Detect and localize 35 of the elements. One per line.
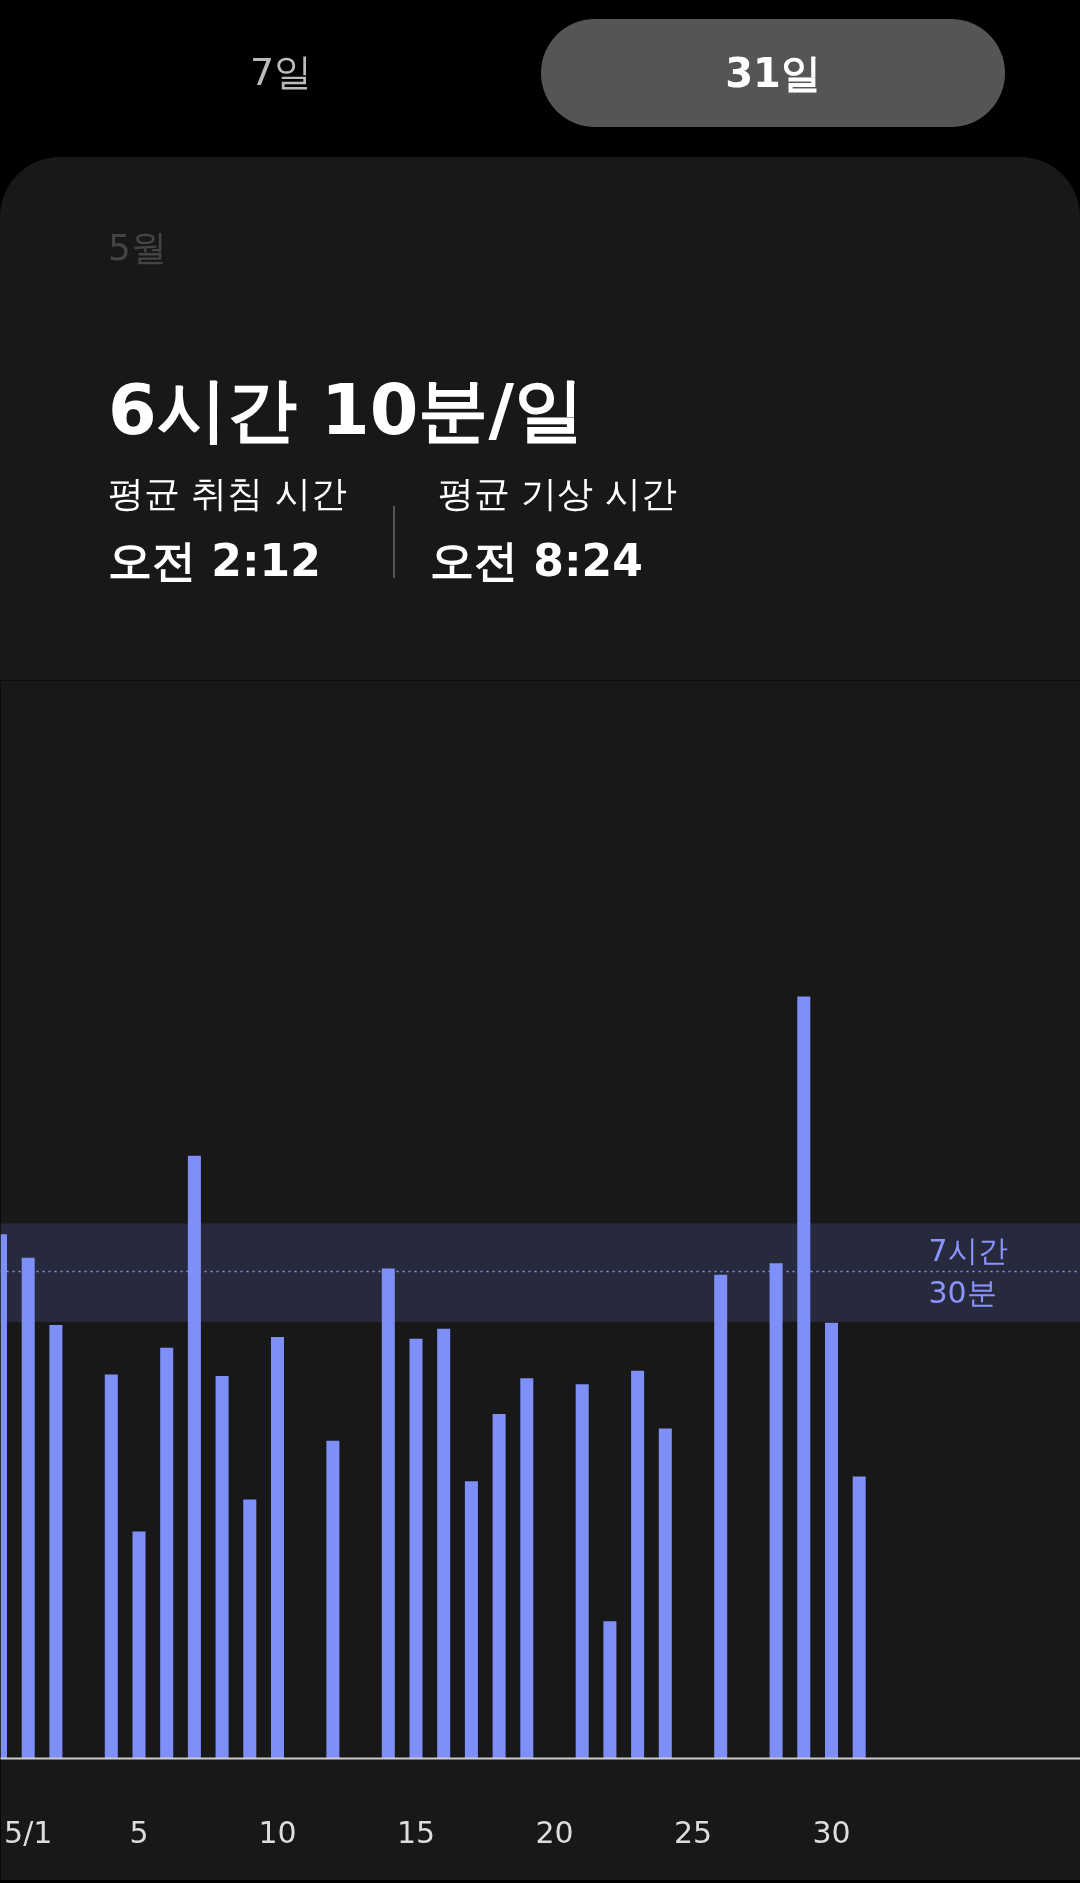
x-tick-label: 30 (812, 1814, 851, 1850)
bar (243, 1499, 257, 1759)
bar (160, 1347, 174, 1759)
bar (49, 1324, 63, 1759)
x-tick-label: 20 (535, 1814, 574, 1850)
chart-title: 6시간 10분/일 (108, 368, 585, 453)
bar (104, 1374, 118, 1759)
bar (603, 1621, 617, 1759)
bar (492, 1414, 506, 1759)
bar (520, 1378, 534, 1759)
x-tick-label: 25 (673, 1814, 713, 1850)
bar (824, 1322, 839, 1759)
bar (658, 1428, 672, 1759)
text: 7일 (250, 49, 313, 96)
bar (464, 1481, 478, 1759)
text: 오전 2:12 (108, 534, 321, 588)
x-tick-label: 5/1 (4, 1814, 53, 1850)
text: 평균 취침 시간 (108, 472, 347, 516)
bar (575, 1384, 589, 1759)
bar (409, 1338, 423, 1759)
bar (270, 1337, 285, 1759)
bar (631, 1370, 645, 1759)
x-tick-label: 10 (258, 1814, 297, 1850)
x-tick-label: 5 (129, 1814, 149, 1850)
bar (326, 1440, 340, 1759)
x-tick-label: 15 (396, 1814, 436, 1850)
bar (714, 1274, 728, 1759)
text: 오전 8:24 (430, 534, 643, 588)
bar (215, 1375, 229, 1759)
bar (132, 1531, 146, 1759)
bar (437, 1328, 451, 1759)
bar (852, 1476, 866, 1759)
text: 31일 (541, 19, 1005, 127)
ref-line-label: 7시간 30분 (928, 1233, 1008, 1311)
text: 평균 기상 시간 (438, 472, 677, 516)
